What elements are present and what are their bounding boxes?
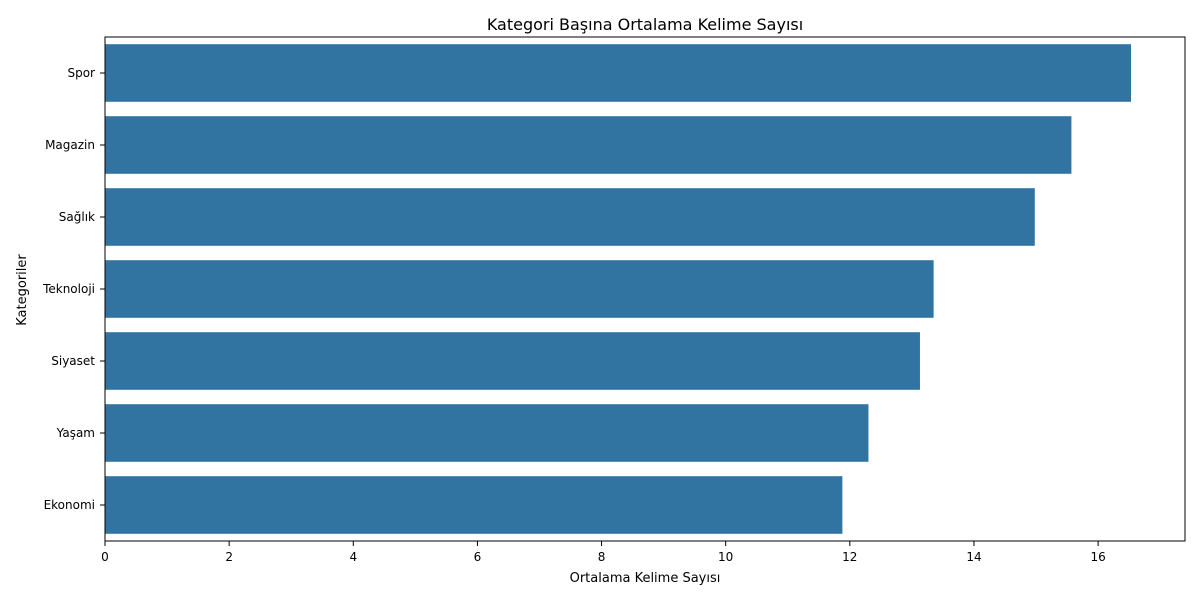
y-axis-label: Kategoriler [15, 254, 30, 326]
y-tick-label: Siyaset [51, 354, 95, 368]
x-tick-label: 12 [842, 550, 857, 564]
plot-frame [104, 36, 1186, 542]
x-tick-label: 8 [598, 550, 606, 564]
x-tick-label: 4 [349, 550, 357, 564]
x-tick-label: 6 [474, 550, 482, 564]
bar [105, 188, 1035, 246]
y-tick-label: Ekonomi [44, 498, 95, 512]
y-tick-label: Magazin [45, 138, 95, 152]
x-tick-label: 16 [1090, 550, 1105, 564]
bar [105, 260, 934, 318]
x-axis-ticks: 0 2 4 6 8 10 12 14 16 [101, 541, 1106, 564]
y-tick-label: Yaşam [56, 426, 95, 440]
x-tick-label: 14 [966, 550, 981, 564]
chart-title: Kategori Başına Ortalama Kelime Sayısı [487, 15, 803, 34]
bar [105, 476, 843, 534]
x-tick-label: 10 [718, 550, 733, 564]
y-tick-label: Teknoloji [42, 282, 95, 296]
y-axis-ticks: Spor Magazin Sağlık Teknoloji Siyaset Yaşam Ek… [42, 66, 105, 512]
x-axis-label: Ortalama Kelime Sayısı [570, 571, 721, 586]
bar [105, 404, 869, 462]
y-tick-label: Sağlık [59, 210, 95, 224]
y-tick-label: Spor [67, 66, 95, 80]
bar [105, 44, 1131, 102]
x-tick-label: 2 [225, 550, 233, 564]
bars-group [105, 44, 1131, 534]
bar [105, 332, 920, 390]
x-tick-label: 0 [101, 550, 109, 564]
bar [105, 116, 1072, 174]
